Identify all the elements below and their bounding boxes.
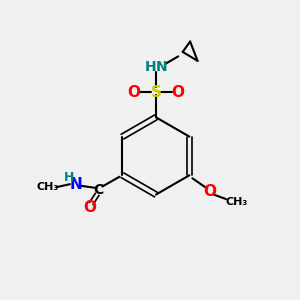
Text: N: N xyxy=(70,177,83,192)
Text: O: O xyxy=(204,184,217,199)
Text: O: O xyxy=(128,85,141,100)
Text: H: H xyxy=(64,171,74,184)
Text: CH₃: CH₃ xyxy=(37,182,59,192)
Text: S: S xyxy=(150,85,161,100)
Text: H: H xyxy=(145,60,156,74)
Text: C: C xyxy=(94,183,104,197)
Text: N: N xyxy=(155,60,167,74)
Text: O: O xyxy=(171,85,184,100)
Text: O: O xyxy=(83,200,96,215)
Text: CH₃: CH₃ xyxy=(226,197,248,207)
